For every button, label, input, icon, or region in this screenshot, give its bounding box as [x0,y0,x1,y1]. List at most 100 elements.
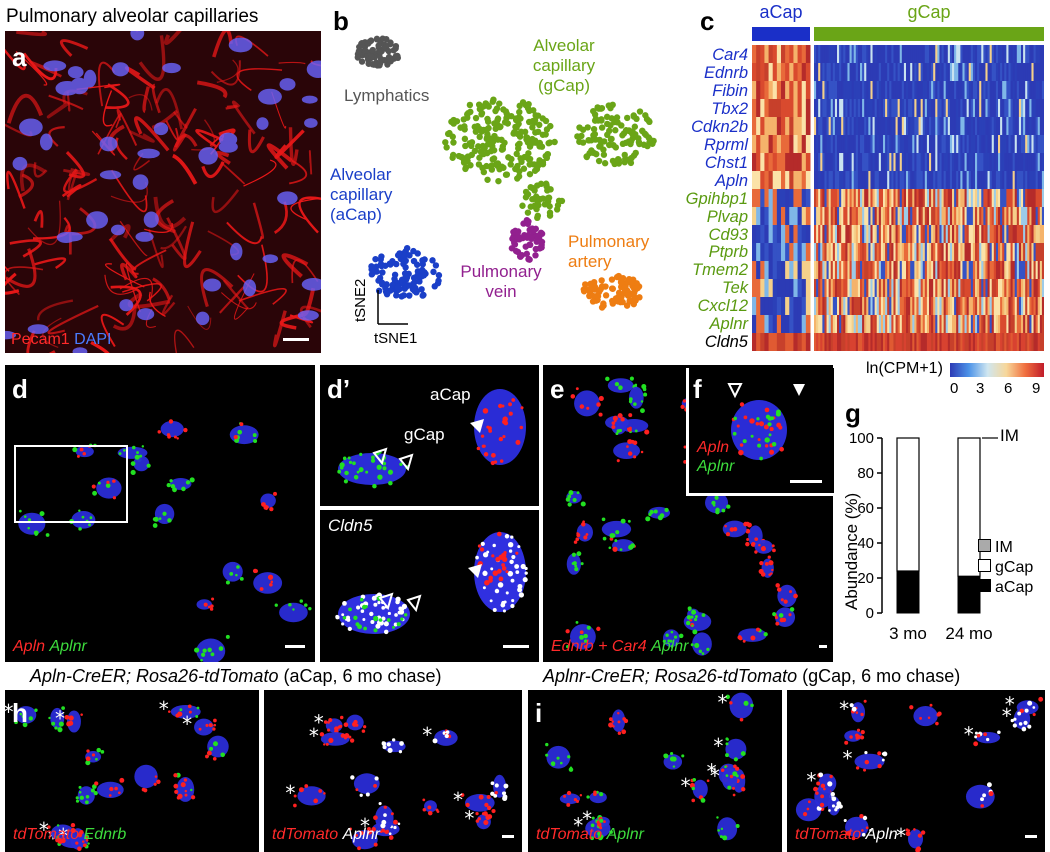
tsne-point [621,284,628,291]
tsne-point [442,139,449,146]
tsne-point [484,115,491,123]
svg-text:*: * [806,768,816,792]
tsne-point [375,42,382,49]
scale-bar [1025,835,1037,838]
tsne-point [613,114,621,121]
panel-e-stain-label: Ednrb + Car4 Aplnr [551,638,689,655]
svg-text:*: * [582,807,592,831]
tsne-point [598,277,605,284]
pecam1-network-drawing [5,31,321,353]
tsne-point [382,262,389,269]
bar-gcap [896,437,920,572]
label-acap: aCap [430,385,471,404]
tsne-point [601,160,609,167]
tsne-point [517,115,524,122]
tsne-point [606,141,613,149]
tsne-point [527,203,534,210]
tsne-point [402,251,409,259]
tsne-point [526,170,534,178]
tsne-axis-x: tSNE1 [374,330,418,347]
gene-label: Aplnr [709,315,748,334]
tsne-point [608,135,615,143]
tsne-point [391,275,398,283]
tsne-point [521,153,528,161]
panel-d2-bottom-image: Cldn5 [320,510,539,662]
label-gcap: gCap [404,425,445,444]
svg-text:*: * [1005,692,1015,716]
inset-box [14,445,128,523]
colorbar-ticks: 0 3 6 9 [950,380,1044,398]
panel-d2-top-drawing [337,389,526,489]
svg-text:*: * [718,691,728,715]
y-tick-label: 80 [857,465,874,482]
tsne-point [628,278,635,286]
tsne-point [511,240,518,247]
tsne-point [526,155,534,163]
tsne-point [373,36,381,43]
tsne-point [494,116,501,124]
panel-a-image: Pecam1 DAPI [5,31,321,353]
panel-d2-top-image: aCap gCap [320,365,539,506]
cluster-label-lymphatics: Lymphatics [344,86,430,105]
tsne-point [484,176,491,183]
tsne-point [478,109,486,117]
svg-text:*: * [464,807,474,831]
tsne-point [460,116,467,123]
gene-label: Tbx2 [711,99,748,118]
tsne-point [514,130,521,138]
tsne-point [580,288,588,295]
tsne-point [376,60,384,67]
scale-bar [283,338,309,341]
gene-label: Car4 [712,46,748,64]
tsne-point [603,113,611,121]
colorbar-tick: 3 [976,380,985,397]
tsne-point [622,139,630,147]
svg-text:*: * [839,697,849,721]
tsne-point [627,137,635,145]
tsne-point [594,293,602,300]
tsne-point [476,154,483,161]
gene-label: Plvap [706,207,748,226]
tsne-point [405,282,413,289]
tsne-point [536,157,543,164]
tsne-point [590,125,598,133]
tsne-point [384,290,391,297]
tsne-point [362,47,369,54]
tsne-point [608,285,616,292]
tsne-point [612,144,620,151]
tsne-point [589,298,597,305]
tsne-point [443,144,450,151]
tsne-point [643,115,651,123]
svg-text:*: * [159,697,169,721]
tsne-point [410,274,418,282]
svg-text:*: * [5,700,14,724]
tsne-point [624,291,631,298]
tsne-point [354,54,362,61]
tsne-point [547,122,554,130]
tsne-point [467,162,474,169]
panel-i-left-stain-label: tdTomato Aplnr [536,826,644,843]
cluster-label-gcap: Alveolar capillary (gCap) [532,36,596,95]
tsne-point [530,107,537,114]
tsne-point [608,276,616,283]
gene-label: Gpihbp1 [685,189,748,208]
colorbar-label: ln(CPM+1) [866,360,943,377]
svg-text:*: * [55,706,65,730]
tsne-point [461,123,468,130]
panel-letter-h: h [12,698,28,728]
tsne-point [446,129,453,137]
tsne-point [539,195,547,202]
tsne-point [419,261,426,268]
tsne-point [526,161,533,168]
panel-i-right-drawing: ******* [795,692,1044,852]
tsne-point [368,53,375,60]
tsne-point [512,247,520,255]
colorbar-tick: 0 [950,380,959,397]
x-tick-label: 24 mo [945,624,992,643]
tsne-point [547,186,554,193]
svg-text:*: * [309,724,319,748]
svg-text:*: * [285,781,295,805]
tsne-point [356,43,363,51]
tsne-point [636,108,644,115]
svg-text:*: * [39,818,49,842]
